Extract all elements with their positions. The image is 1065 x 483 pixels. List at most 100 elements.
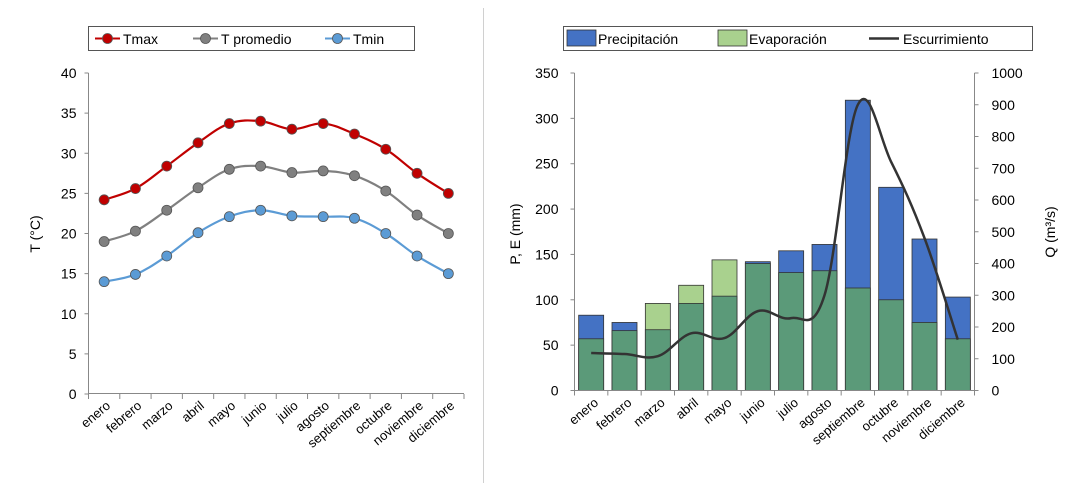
- bar-evaporacion: [811, 270, 838, 391]
- legend-item-tpromedio: T promedio: [193, 31, 292, 47]
- hydro-left-y-ticks: 0 50 100 150 200 250 300 350: [535, 65, 575, 399]
- point-tmax: [98, 194, 110, 206]
- point-tmin: [255, 204, 267, 216]
- hydro-y2-tick-label: 0: [992, 383, 1000, 399]
- bar-evaporacion: [878, 299, 905, 391]
- hydro-y-tick-label: 350: [535, 65, 559, 81]
- legend-swatch-precipitacion: [566, 29, 597, 47]
- point-tmin: [411, 250, 423, 262]
- legend-label-precipitacion: Precipitación: [598, 31, 678, 47]
- legend-item-evaporacion: Evaporación: [717, 29, 827, 47]
- point-tmin: [223, 211, 235, 223]
- bar-evaporacion: [611, 330, 638, 391]
- temperature-y-tick-label: 35: [61, 105, 77, 121]
- hydro-y2-tick-label: 100: [992, 351, 1016, 367]
- point-tpromedio: [317, 165, 329, 177]
- legend-item-precipitacion: Precipitación: [566, 29, 678, 47]
- hydro-bars: [578, 99, 971, 391]
- legend-swatch-evaporacion: [717, 29, 748, 47]
- temperature-y-axis-title: T (°C): [27, 215, 43, 252]
- hydro-y-tick-label: 50: [543, 337, 559, 353]
- hydro-y-tick-label: 300: [535, 110, 559, 126]
- point-tmin: [161, 250, 173, 262]
- legend-label-tmin: Tmin: [353, 31, 384, 47]
- point-tmax: [349, 128, 360, 140]
- hydro-y2-tick-label: 600: [992, 192, 1016, 208]
- bar-precipitacion: [711, 295, 738, 391]
- temperature-series: [98, 115, 454, 288]
- temperature-legend-box: [88, 26, 415, 51]
- point-tmax: [223, 118, 235, 129]
- hydro-y2-axis-title: Q (m³/s): [1042, 206, 1058, 257]
- point-tpromedio: [161, 204, 173, 216]
- point-tpromedio: [349, 170, 360, 182]
- point-tmax: [411, 167, 423, 179]
- temperature-y-tick-label: 30: [61, 145, 77, 161]
- point-tmin: [98, 276, 110, 288]
- bar-evaporacion: [911, 322, 938, 391]
- legend-label-tmax: Tmax: [123, 31, 158, 47]
- point-tmax: [161, 160, 173, 172]
- point-tmax: [317, 118, 329, 129]
- bar-evaporacion: [578, 338, 605, 391]
- legend-marker-tmax: [102, 33, 113, 44]
- hydro-y-tick-label: 0: [551, 383, 559, 399]
- hydro-y-tick-label: 250: [535, 156, 559, 172]
- temperature-y-tick-label: 5: [69, 346, 77, 362]
- bar-precipitacion: [678, 303, 705, 391]
- legend-label-tpromedio: T promedio: [221, 31, 292, 47]
- bar-evaporacion: [944, 338, 971, 391]
- hydro-y2-tick-label: 1000: [992, 65, 1023, 81]
- point-tpromedio: [442, 228, 454, 239]
- temperature-y-tick-label: 20: [61, 226, 77, 242]
- hydro-y2-tick-label: 400: [992, 256, 1016, 272]
- point-tpromedio: [98, 236, 110, 247]
- temperature-y-tick-label: 10: [61, 306, 77, 322]
- point-tpromedio: [286, 167, 298, 178]
- point-tmin: [317, 211, 329, 223]
- temperature-y-tick-label: 40: [61, 65, 77, 81]
- temperature-y-tick-label: 0: [69, 386, 77, 402]
- hydro-y-tick-label: 150: [535, 246, 559, 262]
- point-tmax: [442, 187, 454, 199]
- point-tmax: [192, 137, 204, 149]
- hydro-y-tick-label: 100: [535, 292, 559, 308]
- legend-marker-tmin: [332, 33, 343, 44]
- point-tpromedio: [255, 160, 267, 172]
- temperature-y-tick-label: 15: [61, 266, 77, 282]
- point-tmin: [442, 268, 454, 280]
- legend-item-tmax: Tmax: [95, 31, 158, 47]
- point-tpromedio: [223, 163, 235, 175]
- hydro-right-y-ticks: 0 100 200 300 400 500 600 700 800 900 1000: [974, 65, 1023, 399]
- point-tpromedio: [130, 225, 141, 237]
- hydro-y2-tick-label: 300: [992, 287, 1016, 303]
- temperature-legend: Tmax T promedio Tmin: [88, 26, 415, 51]
- legend-item-tmin: Tmin: [325, 31, 384, 47]
- point-tpromedio: [411, 209, 423, 221]
- legend-item-escurrimiento: Escurrimiento: [869, 31, 989, 47]
- point-tpromedio: [192, 182, 204, 194]
- point-tpromedio: [380, 185, 392, 197]
- hydro-legend: Precipitación Evaporación Escurrimiento: [563, 26, 1033, 51]
- point-tmax: [380, 143, 392, 155]
- hydro-y2-tick-label: 200: [992, 319, 1016, 335]
- hydro-y2-tick-label: 800: [992, 129, 1016, 145]
- legend-label-escurrimiento: Escurrimiento: [903, 31, 989, 47]
- legend-marker-tpromedio: [200, 33, 211, 44]
- point-tmax: [286, 123, 298, 135]
- hydro-y-axis-title: P, E (mm): [507, 203, 523, 264]
- bar-evaporacion: [744, 263, 771, 391]
- point-tmin: [349, 212, 360, 224]
- hydro-y2-tick-label: 900: [992, 97, 1016, 113]
- point-tmin: [130, 269, 141, 280]
- point-tmax: [130, 183, 141, 194]
- bar-evaporacion: [844, 287, 871, 391]
- hydro-y2-tick-label: 500: [992, 224, 1016, 240]
- point-tmax: [255, 115, 267, 127]
- hydro-y-tick-label: 200: [535, 201, 559, 217]
- point-tmin: [192, 227, 204, 239]
- legend-label-evaporacion: Evaporación: [749, 31, 827, 47]
- point-tmin: [380, 228, 392, 239]
- temperature-y-tick-label: 25: [61, 185, 77, 201]
